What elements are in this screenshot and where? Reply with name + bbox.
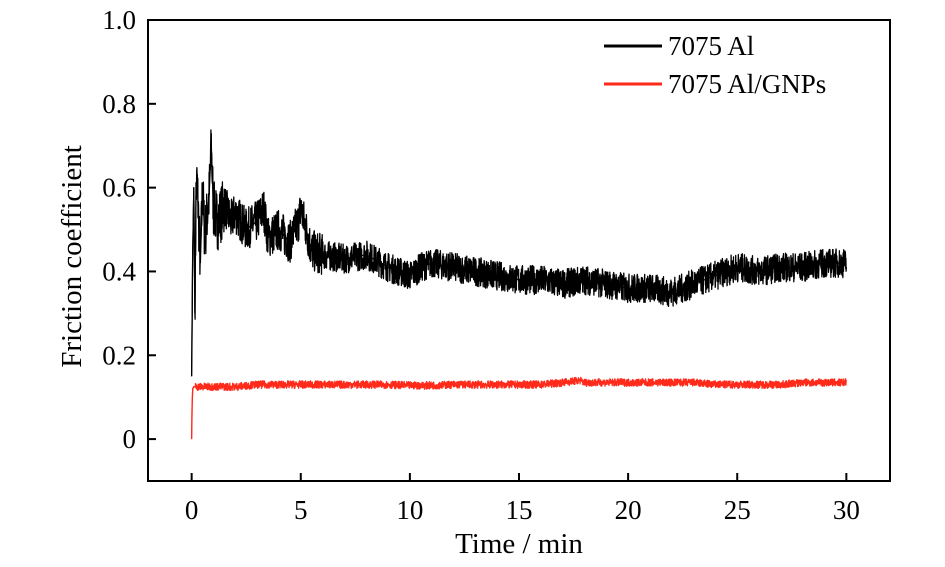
y-axis: 0 0.2 0.4 0.6 0.8 1.0 xyxy=(102,5,156,454)
x-tick-label: 10 xyxy=(396,495,423,525)
y-tick-label: 0.8 xyxy=(102,89,136,119)
legend: 7075 Al 7075 Al/GNPs xyxy=(604,31,826,99)
series-line-7075-al-gnps xyxy=(190,376,848,440)
x-tick-label: 5 xyxy=(294,495,308,525)
legend-label: 7075 Al xyxy=(668,31,754,61)
series-line-7075-al xyxy=(190,129,848,377)
x-tick-label: 0 xyxy=(185,495,199,525)
x-tick-label: 25 xyxy=(724,495,751,525)
x-tick-label: 30 xyxy=(833,495,860,525)
y-tick-label: 0.6 xyxy=(102,173,136,203)
legend-label: 7075 Al/GNPs xyxy=(668,69,826,99)
series-data-points-7075-al xyxy=(191,145,847,377)
x-axis: 0 5 10 15 20 25 30 xyxy=(185,473,860,525)
x-tick-label: 20 xyxy=(615,495,642,525)
y-tick-label: 0 xyxy=(123,424,137,454)
y-tick-label: 0.4 xyxy=(102,256,136,286)
series-data-points-7075-al-gnps xyxy=(191,379,847,440)
y-tick-label: 1.0 xyxy=(102,5,136,35)
y-axis-title: Friction coefficient xyxy=(56,145,88,368)
series-layer xyxy=(190,129,848,440)
x-tick-label: 15 xyxy=(506,495,533,525)
y-tick-label: 0.2 xyxy=(102,340,136,370)
x-axis-title: Time / min xyxy=(455,528,583,560)
